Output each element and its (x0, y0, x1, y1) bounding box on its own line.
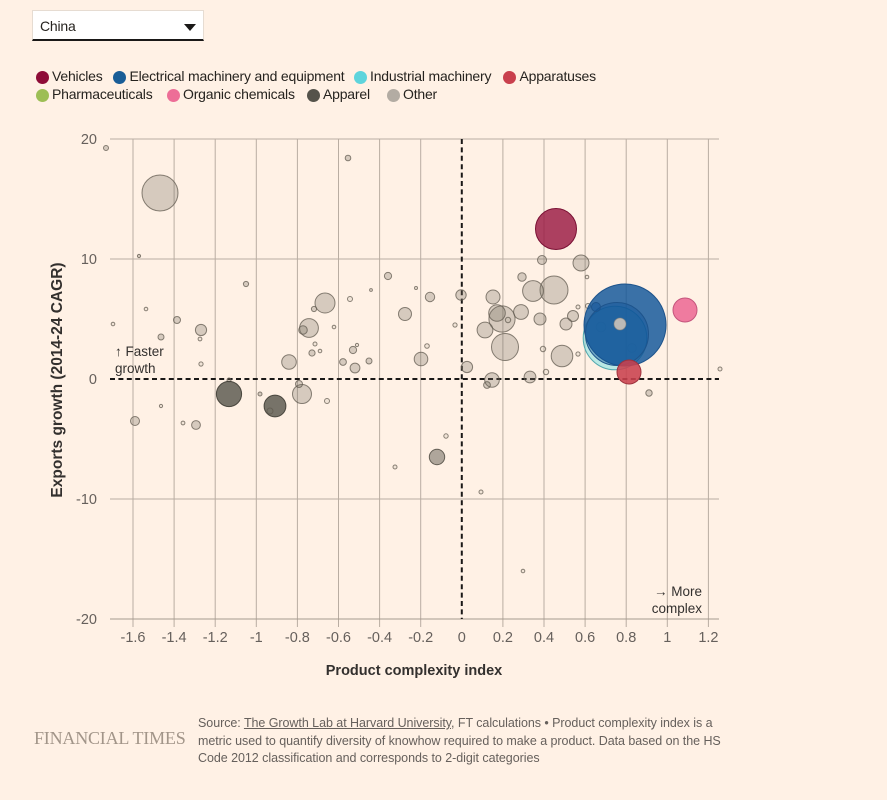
svg-text:-0.6: -0.6 (326, 630, 351, 646)
svg-text:0.8: 0.8 (616, 630, 636, 646)
svg-text:-1.4: -1.4 (162, 630, 187, 646)
svg-text:0.6: 0.6 (575, 630, 595, 646)
svg-text:10: 10 (81, 252, 97, 268)
svg-text:→ More: → More (654, 584, 702, 599)
svg-text:0.2: 0.2 (493, 630, 513, 646)
svg-text:-1: -1 (250, 630, 263, 646)
svg-text:0: 0 (89, 372, 97, 388)
svg-text:growth: growth (115, 361, 156, 376)
svg-text:-1.2: -1.2 (203, 630, 228, 646)
svg-text:-10: -10 (76, 492, 97, 508)
svg-text:1.2: 1.2 (698, 630, 718, 646)
svg-text:Product complexity index: Product complexity index (326, 663, 502, 679)
svg-text:-0.2: -0.2 (408, 630, 433, 646)
svg-text:↑ Faster: ↑ Faster (115, 344, 164, 359)
svg-text:0.4: 0.4 (534, 630, 554, 646)
svg-text:-0.4: -0.4 (367, 630, 392, 646)
svg-text:Exports growth (2014-24 CAGR): Exports growth (2014-24 CAGR) (49, 262, 66, 497)
svg-text:complex: complex (652, 601, 703, 616)
svg-text:-1.6: -1.6 (121, 630, 146, 646)
svg-text:1: 1 (663, 630, 671, 646)
svg-text:-0.8: -0.8 (285, 630, 310, 646)
svg-text:-20: -20 (76, 612, 97, 628)
svg-text:0: 0 (458, 630, 466, 646)
svg-text:20: 20 (81, 132, 97, 148)
